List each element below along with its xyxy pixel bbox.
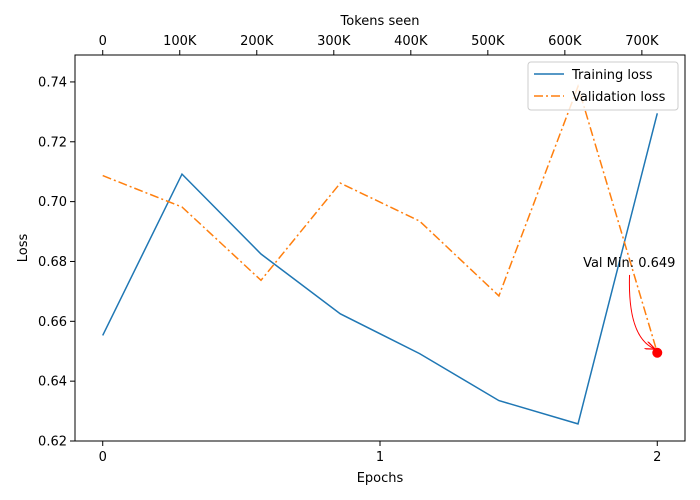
plot-frame [74,54,686,442]
x-axis-label: Epochs [357,471,404,486]
x-tick-label: 1 [376,450,384,465]
legend-label-training: Training loss [571,68,653,83]
top-x-axis-label: Tokens seen [340,14,420,29]
annotation-arrow [628,274,654,349]
training-loss-line [102,113,659,425]
top-tick-label: 200K [240,34,274,49]
min-annotation: Val Min: 0.649 [583,256,675,358]
series-layer [102,84,659,425]
y-axis: 0.62 0.64 0.66 0.68 0.70 0.72 0.74 [38,75,75,450]
top-tick-label: 400K [394,34,428,49]
x-axis: 0 1 2 [99,441,661,465]
legend: Training loss Validation loss [527,61,679,111]
y-axis-label: Loss [16,234,31,263]
y-tick-label: 0.68 [38,255,67,270]
y-tick-label: 0.66 [38,315,67,330]
top-x-axis: 0 100K 200K 300K 400K 500K 600K 700K [99,34,659,55]
y-tick-label: 0.74 [38,75,67,90]
legend-label-validation: Validation loss [572,90,666,105]
x-tick-label: 2 [653,450,661,465]
y-tick-label: 0.72 [38,135,67,150]
legend-box [527,61,679,111]
top-tick-label: 300K [317,34,351,49]
annotation-text: Val Min: 0.649 [583,256,675,271]
y-tick-label: 0.70 [38,195,67,210]
top-tick-label: 100K [163,34,197,49]
top-tick-label: 0 [99,34,107,49]
y-tick-label: 0.62 [38,435,67,450]
y-tick-label: 0.64 [38,375,67,390]
top-tick-label: 500K [471,34,505,49]
top-tick-label: 600K [548,34,582,49]
top-tick-label: 700K [625,34,659,49]
validation-loss-line [102,84,659,353]
x-tick-label: 0 [99,450,107,465]
val-min-marker [652,347,663,358]
